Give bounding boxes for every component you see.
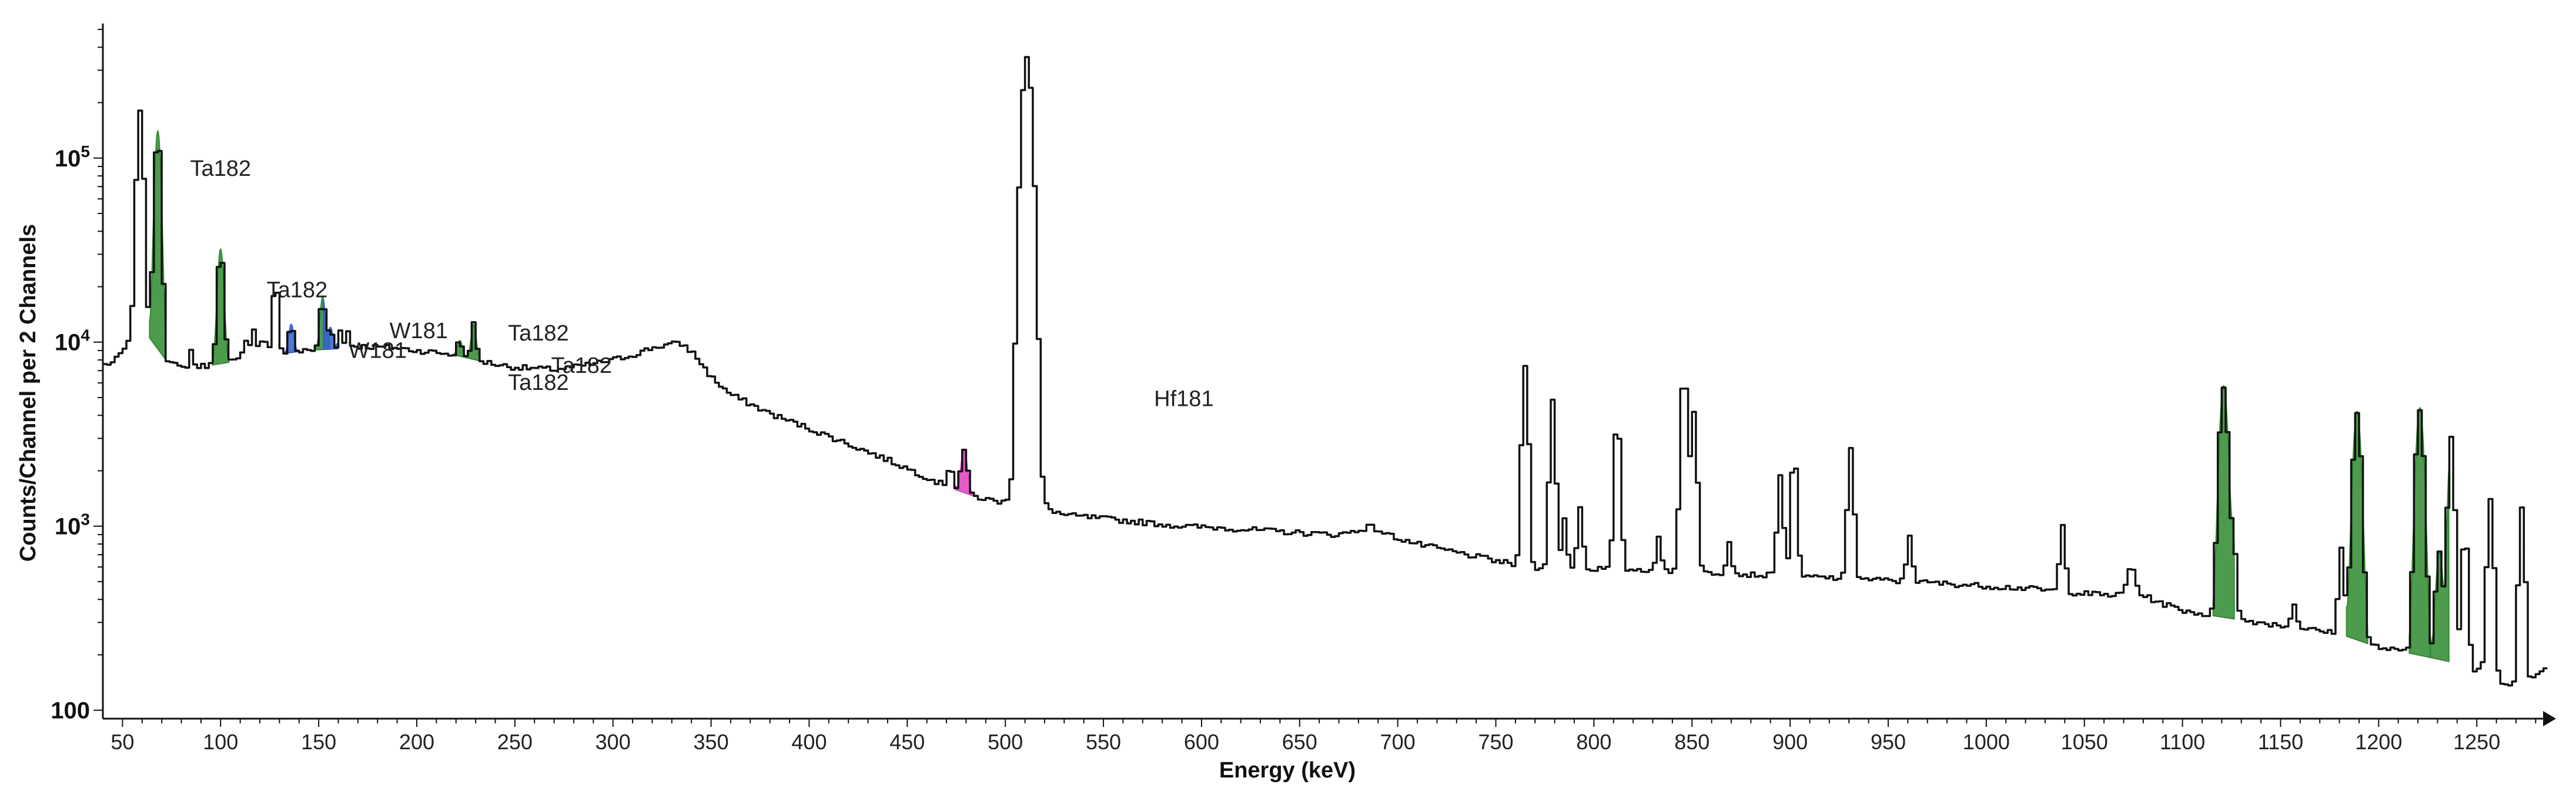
y-tick-label: 100	[51, 698, 90, 724]
x-tick-label: 50	[111, 730, 134, 754]
x-tick-label: 1150	[2258, 730, 2303, 754]
peak-fills	[149, 129, 2450, 663]
x-tick-label: 300	[596, 730, 631, 754]
x-tick-label: 250	[497, 730, 533, 754]
spectrum-line	[103, 56, 2548, 687]
x-tick-label: 700	[1380, 730, 1416, 754]
x-tick-label: 450	[889, 730, 925, 754]
peak-label: W181	[390, 319, 448, 343]
peak-fill-w181	[323, 299, 339, 351]
x-tick-label: 650	[1282, 730, 1317, 754]
peak-label: Ta182	[508, 371, 569, 395]
x-tick-label: 500	[988, 730, 1023, 754]
y-tick-label: 103	[55, 510, 90, 540]
x-tick-label: 150	[301, 730, 336, 754]
x-tick-label: 400	[791, 730, 827, 754]
y-axis-ticks: 100 103 104 105	[51, 29, 103, 724]
x-axis-arrow	[2543, 711, 2556, 726]
x-tick-label: 1100	[2160, 730, 2205, 754]
x-axis-title: Energy (keV)	[1219, 758, 1356, 783]
x-tick-label: 550	[1086, 730, 1121, 754]
peak-label: Ta182	[508, 321, 569, 346]
peak-label: Ta182	[267, 278, 328, 303]
peak-fill-ta182	[2346, 410, 2368, 645]
y-axis-title: Counts/Channel per 2 Channels	[16, 224, 41, 562]
x-axis-ticks: 50 100 150 200 250 300 350 400 450 500 550 600 650 70…	[111, 719, 2537, 754]
x-tick-label: 350	[694, 730, 729, 754]
x-tick-label: 850	[1674, 730, 1709, 754]
peak-label: W181	[349, 339, 407, 363]
x-tick-label: 800	[1576, 730, 1611, 754]
x-tick-label: 1000	[1963, 730, 2010, 754]
peak-label: Ta182	[551, 353, 613, 378]
x-tick-label: 950	[1871, 730, 1906, 754]
x-tick-label: 1050	[2061, 730, 2108, 754]
peak-labels: Ta182Ta182W181W181Ta182Ta182Ta182Hf181Ta…	[190, 156, 1213, 411]
x-tick-label: 1200	[2355, 730, 2402, 754]
x-tick-label: 100	[203, 730, 238, 754]
y-tick-label: 104	[55, 326, 91, 356]
peak-fill-ta182	[2212, 385, 2235, 620]
axes	[102, 24, 2556, 726]
x-tick-label: 600	[1184, 730, 1219, 754]
peak-label: Hf181	[1154, 386, 1213, 411]
x-tick-label: 900	[1772, 730, 1808, 754]
peak-fill-ta182	[2408, 407, 2431, 659]
x-tick-label: 750	[1478, 730, 1513, 754]
peak-fill-ta182	[149, 129, 167, 362]
x-tick-label: 1250	[2453, 730, 2500, 754]
x-tick-label: 200	[399, 730, 434, 754]
peak-label: Ta182	[190, 156, 251, 181]
y-tick-label: 105	[55, 142, 90, 172]
